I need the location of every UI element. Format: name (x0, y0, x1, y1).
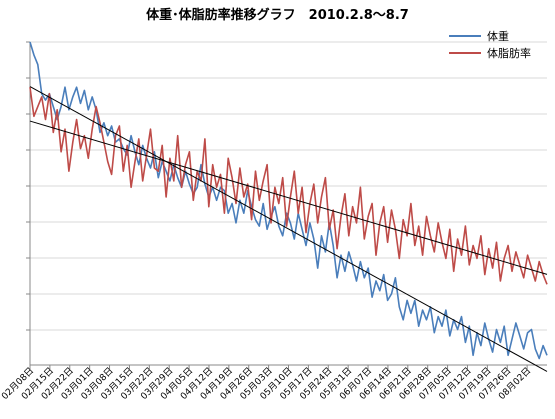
legend-label-weight: 体重 (487, 29, 509, 43)
legend-label-bodyfat: 体脂肪率 (487, 46, 531, 60)
legend-item-bodyfat: 体脂肪率 (449, 44, 531, 61)
legend-swatch-weight (449, 34, 481, 37)
legend-swatch-bodyfat (449, 51, 481, 54)
trendline-weight (29, 86, 548, 372)
trendline-bodyfat (29, 120, 548, 275)
legend-item-weight: 体重 (449, 27, 531, 44)
series-line-weight (29, 41, 548, 360)
legend: 体重 体脂肪率 (449, 27, 531, 61)
chart-title: 体重･体脂肪率推移グラフ 2010.2.8～8.7 (146, 8, 409, 23)
